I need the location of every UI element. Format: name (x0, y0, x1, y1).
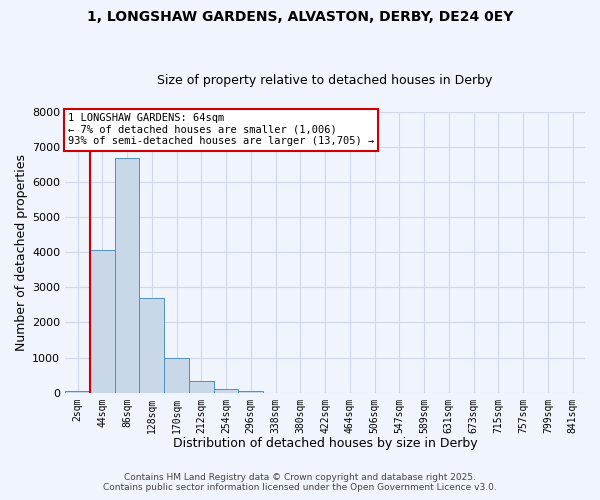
Bar (214, 389, 238, 392)
Title: Size of property relative to detached houses in Derby: Size of property relative to detached ho… (157, 74, 493, 87)
Text: 1, LONGSHAW GARDENS, ALVASTON, DERBY, DE24 0EY: 1, LONGSHAW GARDENS, ALVASTON, DERBY, DE… (87, 10, 513, 24)
Bar (238, 391, 263, 392)
Text: Contains HM Land Registry data © Crown copyright and database right 2025.
Contai: Contains HM Land Registry data © Crown c… (103, 473, 497, 492)
Bar (164, 358, 189, 392)
Y-axis label: Number of detached properties: Number of detached properties (15, 154, 28, 351)
Bar (189, 381, 214, 392)
Text: 1 LONGSHAW GARDENS: 64sqm
← 7% of detached houses are smaller (1,006)
93% of sem: 1 LONGSHAW GARDENS: 64sqm ← 7% of detach… (68, 113, 374, 146)
X-axis label: Distribution of detached houses by size in Derby: Distribution of detached houses by size … (173, 437, 478, 450)
Bar (139, 298, 164, 392)
Bar (65, 391, 90, 392)
Bar (115, 158, 139, 392)
Bar (90, 250, 115, 392)
